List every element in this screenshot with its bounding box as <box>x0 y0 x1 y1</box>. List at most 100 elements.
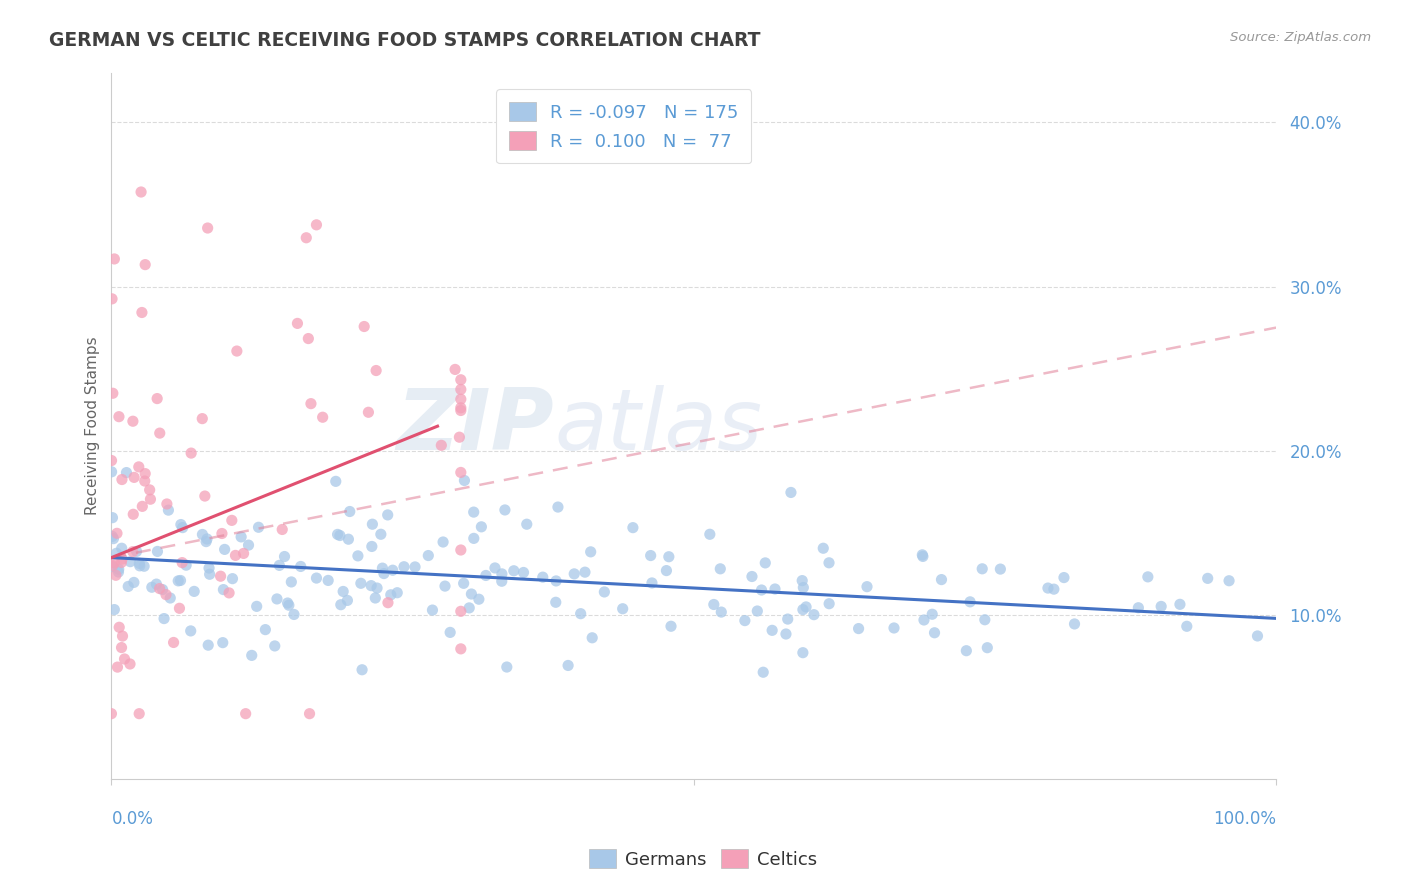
Point <box>149 426 172 441</box>
Point <box>1150 599 1173 614</box>
Point <box>159 591 181 605</box>
Legend: Germans, Celtics: Germans, Celtics <box>582 841 824 876</box>
Point <box>110 556 132 570</box>
Point <box>180 446 202 460</box>
Point <box>352 663 374 677</box>
Point <box>347 549 370 563</box>
Point <box>197 221 219 235</box>
Point <box>392 559 415 574</box>
Point <box>101 529 124 543</box>
Point <box>450 604 472 618</box>
Point <box>621 521 644 535</box>
Point <box>287 317 309 331</box>
Point <box>134 559 156 574</box>
Point <box>387 585 409 599</box>
Point <box>924 625 946 640</box>
Text: GERMAN VS CELTIC RECEIVING FOOD STAMPS CORRELATION CHART: GERMAN VS CELTIC RECEIVING FOOD STAMPS C… <box>49 31 761 50</box>
Point <box>512 566 534 580</box>
Point <box>155 588 177 602</box>
Point <box>326 527 349 541</box>
Point <box>101 558 124 573</box>
Point <box>111 552 134 566</box>
Point <box>418 549 440 563</box>
Point <box>593 585 616 599</box>
Point <box>295 231 318 245</box>
Point <box>197 638 219 652</box>
Point <box>562 566 585 581</box>
Legend: R = -0.097   N = 175, R =  0.100   N =  77: R = -0.097 N = 175, R = 0.100 N = 77 <box>496 89 751 163</box>
Point <box>129 185 152 199</box>
Point <box>1246 629 1268 643</box>
Point <box>360 540 382 554</box>
Point <box>353 319 375 334</box>
Point <box>450 466 472 480</box>
Point <box>422 603 444 617</box>
Point <box>491 574 513 589</box>
Point <box>211 526 233 541</box>
Point <box>101 510 124 524</box>
Point <box>433 579 456 593</box>
Point <box>475 568 498 582</box>
Text: 100.0%: 100.0% <box>1213 810 1277 828</box>
Text: 0.0%: 0.0% <box>111 810 153 828</box>
Point <box>579 545 602 559</box>
Point <box>305 571 328 585</box>
Point <box>641 576 664 591</box>
Point <box>792 581 814 595</box>
Point <box>371 561 394 575</box>
Point <box>198 567 221 582</box>
Y-axis label: Receiving Food Stamps: Receiving Food Stamps <box>86 337 100 516</box>
Point <box>280 574 302 589</box>
Point <box>883 621 905 635</box>
Point <box>221 572 243 586</box>
Point <box>1053 571 1076 585</box>
Point <box>404 560 426 574</box>
Point <box>225 344 247 359</box>
Point <box>134 467 156 481</box>
Point <box>803 607 825 622</box>
Point <box>990 562 1012 576</box>
Point <box>162 635 184 649</box>
Point <box>1175 619 1198 633</box>
Point <box>484 561 506 575</box>
Point <box>754 556 776 570</box>
Point <box>169 574 191 588</box>
Point <box>146 544 169 558</box>
Point <box>134 258 156 272</box>
Point <box>111 541 134 556</box>
Point <box>557 658 579 673</box>
Point <box>101 559 124 574</box>
Point <box>131 305 153 319</box>
Point <box>254 623 277 637</box>
Point <box>283 607 305 622</box>
Point <box>494 503 516 517</box>
Point <box>972 562 994 576</box>
Point <box>381 563 404 577</box>
Point <box>105 546 128 560</box>
Point <box>170 517 193 532</box>
Point <box>329 598 352 612</box>
Point <box>153 611 176 625</box>
Point <box>325 475 347 489</box>
Point <box>931 573 953 587</box>
Point <box>115 466 138 480</box>
Point <box>138 483 160 497</box>
Point <box>212 582 235 597</box>
Point <box>169 601 191 615</box>
Point <box>911 549 934 564</box>
Point <box>209 569 232 583</box>
Point <box>125 544 148 558</box>
Point <box>297 332 319 346</box>
Point <box>531 570 554 584</box>
Point <box>360 579 382 593</box>
Point <box>377 596 399 610</box>
Point <box>198 561 221 575</box>
Point <box>107 565 129 579</box>
Point <box>121 544 143 558</box>
Point <box>110 640 132 655</box>
Point <box>100 453 122 467</box>
Point <box>921 607 943 622</box>
Point <box>195 534 218 549</box>
Point <box>247 520 270 534</box>
Point <box>263 639 285 653</box>
